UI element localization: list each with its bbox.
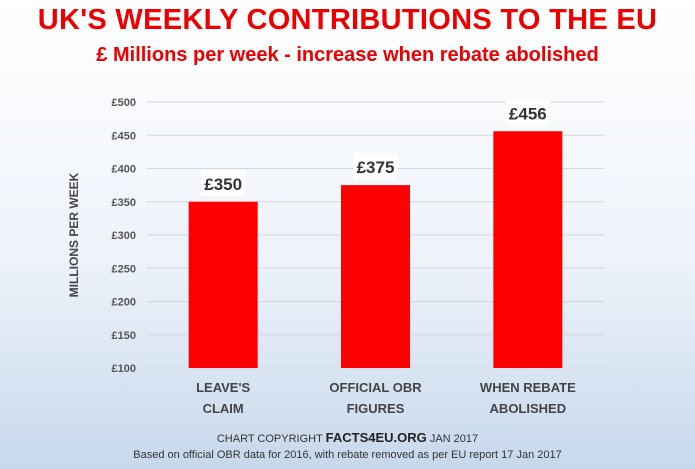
y-tick-label: £200: [112, 297, 136, 309]
y-tick-label: £500: [112, 97, 136, 109]
data-label-box: [201, 169, 246, 196]
y-tick-label: £350: [112, 197, 136, 209]
copyright-prefix: CHART COPYRIGHT: [216, 433, 323, 445]
y-tick-label: £250: [112, 263, 136, 275]
category-label: CLAIM: [203, 401, 244, 416]
category-label: WHEN REBATE: [480, 380, 576, 395]
data-label-box: [505, 99, 550, 126]
y-tick-label: £400: [112, 164, 136, 176]
category-label: FIGURES: [347, 401, 405, 416]
data-label: £375: [357, 158, 395, 177]
bar: [188, 201, 258, 368]
copyright-line: CHART COPYRIGHT FACTS4EU.ORG JAN 2017: [0, 430, 695, 445]
category-label: LEAVE'S: [196, 380, 250, 395]
y-tick-label: £300: [112, 230, 136, 242]
y-tick-label: £150: [112, 330, 136, 342]
copyright-brand: FACTS4EU.ORG: [325, 430, 427, 445]
data-label: £456: [509, 104, 547, 123]
y-tick-label: £100: [112, 363, 136, 375]
data-label-box: [353, 153, 398, 180]
data-label: £350: [204, 175, 242, 194]
bar: [341, 185, 410, 368]
category-label: OFFICIAL OBR: [329, 380, 422, 395]
chart-title: UK'S WEEKLY CONTRIBUTIONS TO THE EU: [37, 4, 658, 36]
y-tick-label: £450: [112, 130, 136, 142]
y-axis-label: MILLIONS PER WEEK: [67, 172, 81, 297]
category-label: ABOLISHED: [490, 401, 567, 416]
copyright-suffix: JAN 2017: [429, 433, 479, 445]
source-note: Based on official OBR data for 2016, wit…: [133, 449, 562, 461]
chart-subtitle: £ Millions per week - increase when reba…: [96, 44, 599, 66]
bar: [493, 131, 563, 368]
